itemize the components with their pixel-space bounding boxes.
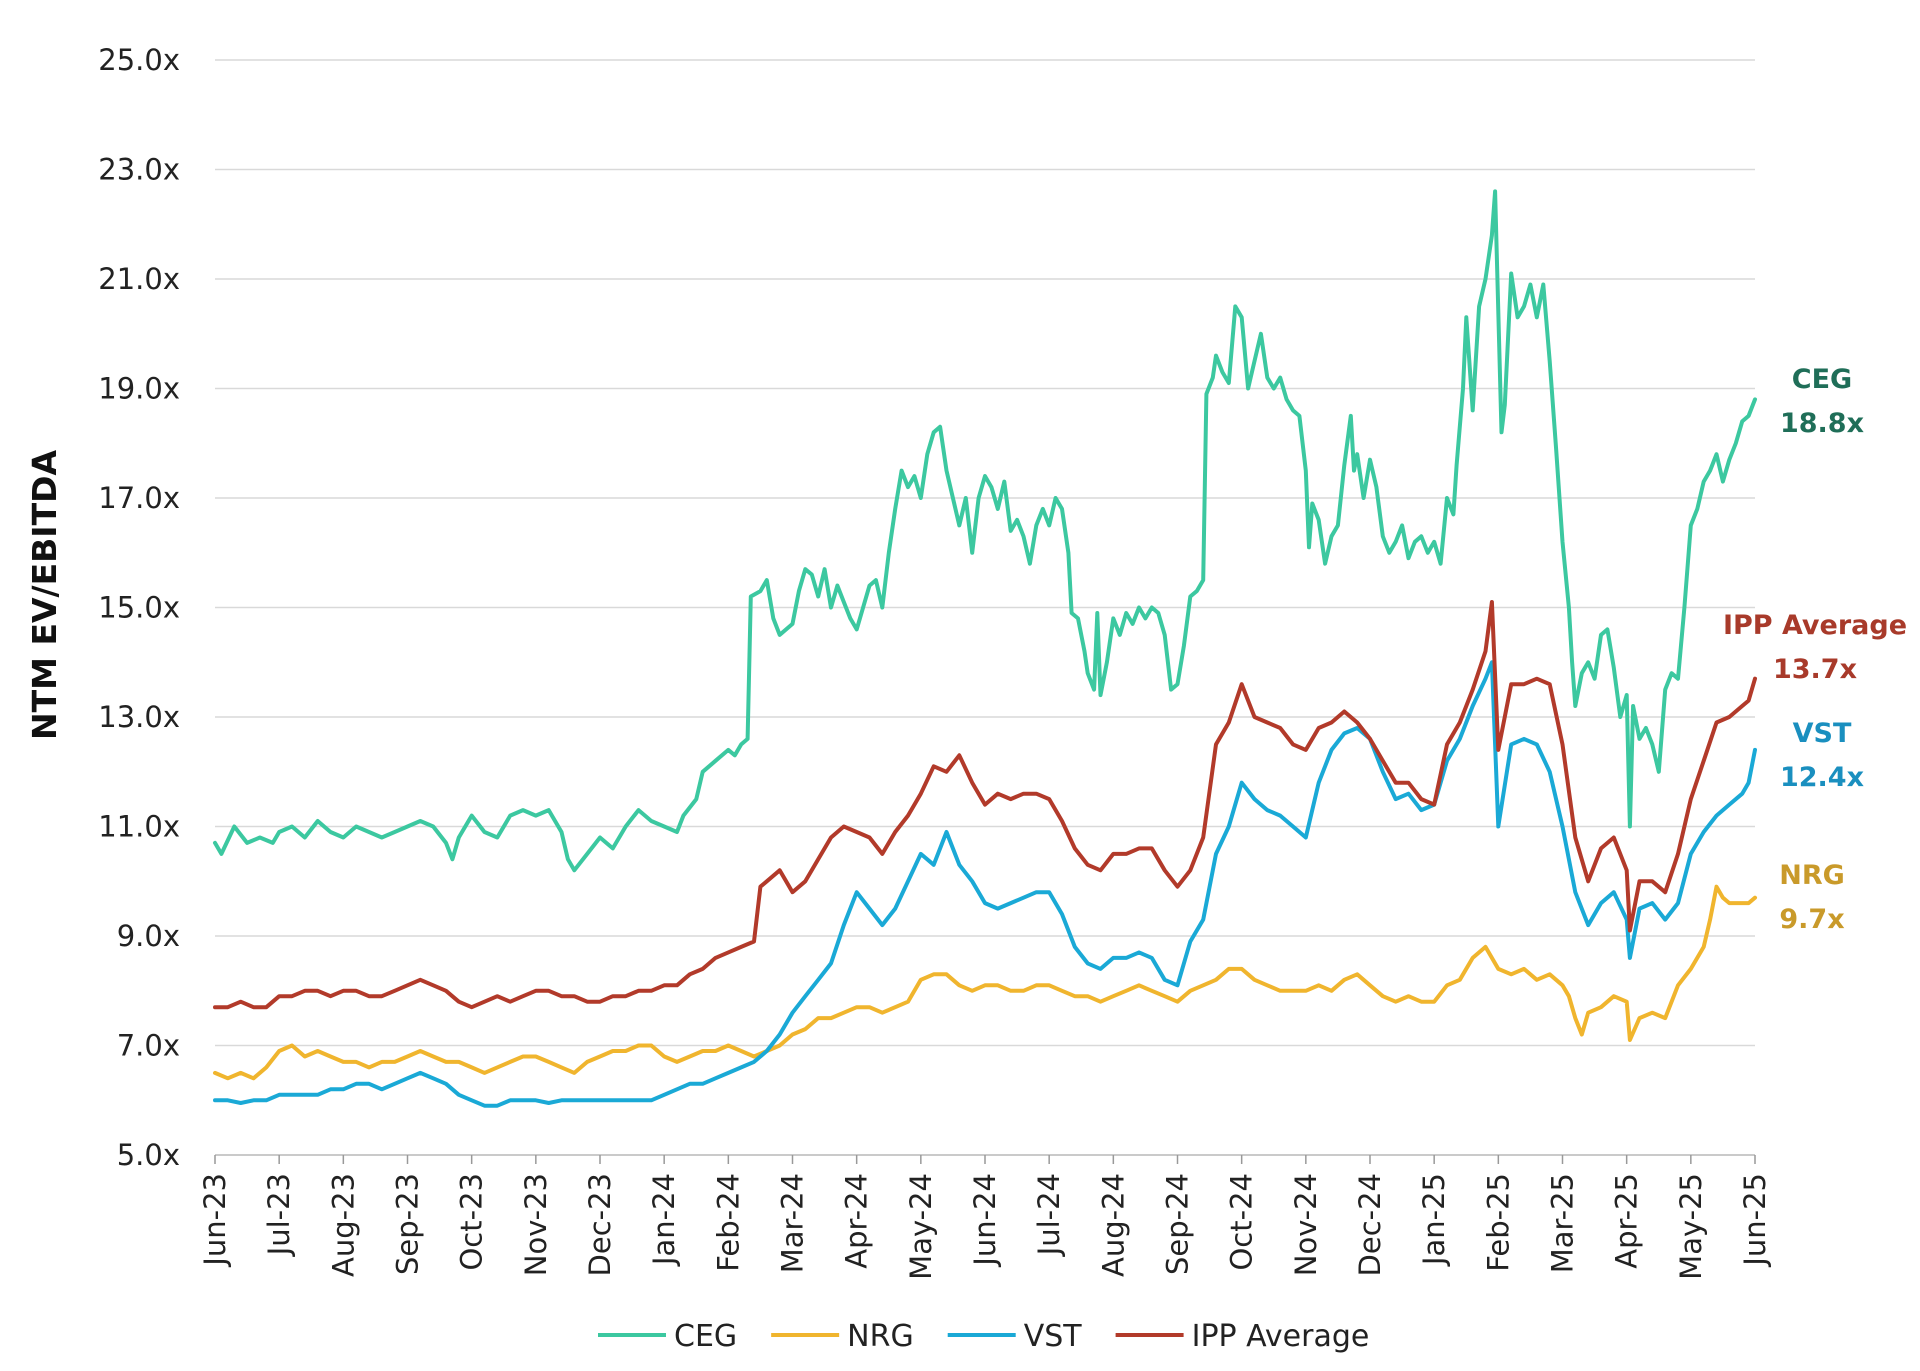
y-tick-label: 9.0x: [117, 919, 180, 953]
x-tick-label: Dec-24: [1353, 1173, 1387, 1276]
y-tick-label: 5.0x: [117, 1138, 180, 1172]
end-label-value: 18.8x: [1780, 408, 1864, 439]
series-lines: [213, 189, 1757, 1108]
x-tick-label: Jun-25: [1738, 1173, 1772, 1268]
x-tick-label: Mar-24: [776, 1173, 810, 1273]
y-tick-label: 7.0x: [117, 1029, 180, 1063]
x-tick-label: Feb-24: [711, 1173, 745, 1272]
end-label-name: CEG: [1792, 364, 1852, 395]
end-label-value: 13.7x: [1773, 654, 1857, 685]
x-tick-label: May-25: [1674, 1173, 1708, 1280]
y-tick-label: 19.0x: [98, 372, 180, 406]
x-tick-label: Sep-23: [391, 1173, 425, 1275]
y-tick-label: 23.0x: [98, 153, 180, 187]
y-tick-label: 15.0x: [98, 591, 180, 625]
legend: CEG NRG VST IPP Average: [598, 1319, 1369, 1354]
series-line-nrg: [213, 884, 1757, 1081]
x-tick-label: Aug-24: [1096, 1173, 1130, 1277]
end-label-name: VST: [1793, 718, 1852, 749]
x-tick-label: Feb-25: [1481, 1173, 1515, 1272]
legend-label: CEG: [674, 1319, 737, 1354]
x-tick-label: Oct-24: [1225, 1173, 1259, 1271]
x-tick-label: Aug-23: [326, 1173, 360, 1277]
end-label-value: 12.4x: [1780, 762, 1864, 793]
y-tick-label: 17.0x: [98, 481, 180, 515]
legend-label: IPP Average: [1192, 1319, 1370, 1354]
end-label-name: IPP Average: [1723, 610, 1907, 641]
y-tick-label: 11.0x: [98, 810, 180, 844]
legend-label: VST: [1024, 1319, 1083, 1354]
x-tick-label: Oct-23: [455, 1173, 489, 1271]
x-tick-label: Jun-23: [198, 1173, 232, 1268]
x-tick-label: Jun-24: [968, 1173, 1002, 1268]
y-axis-title: NTM EV/EBITDA: [25, 450, 64, 740]
end-labels: CEG 18.8x NRG 9.7x VST 12.4x IPP Average 13.7x: [1723, 364, 1907, 935]
series-line-ceg: [213, 189, 1757, 873]
x-tick-label: Apr-25: [1610, 1173, 1644, 1269]
end-label-name: NRG: [1779, 860, 1845, 891]
y-tick-label: 21.0x: [98, 262, 180, 296]
x-axis: Jun-23 Jul-23 Aug-23 Sep-23 Oct-23 Nov-23 Dec-…: [198, 1154, 1772, 1280]
x-tick-label: Nov-23: [519, 1173, 553, 1276]
gridlines: [215, 59, 1755, 1156]
legend-label: NRG: [847, 1319, 914, 1354]
series-line-ipp-average: [213, 600, 1757, 1010]
series-line-vst: [213, 660, 1757, 1108]
x-tick-label: Jul-24: [1032, 1173, 1066, 1257]
x-tick-label: Jan-24: [647, 1173, 681, 1267]
x-tick-label: Sep-24: [1161, 1173, 1195, 1275]
x-tick-label: Jan-25: [1417, 1173, 1451, 1267]
x-tick-label: Nov-24: [1289, 1173, 1323, 1276]
x-tick-label: May-24: [904, 1173, 938, 1280]
x-tick-label: Apr-24: [840, 1173, 874, 1269]
y-tick-label: 13.0x: [98, 700, 180, 734]
x-tick-label: Dec-23: [583, 1173, 617, 1276]
end-label-value: 9.7x: [1779, 904, 1844, 935]
x-tick-label: Mar-25: [1546, 1173, 1580, 1273]
x-tick-label: Jul-23: [262, 1173, 296, 1257]
y-tick-label: 25.0x: [98, 43, 180, 77]
y-axis-ticks: 5.0x 7.0x 9.0x 11.0x 13.0x 15.0x 17.0x 19.0x 21.…: [98, 43, 180, 1172]
